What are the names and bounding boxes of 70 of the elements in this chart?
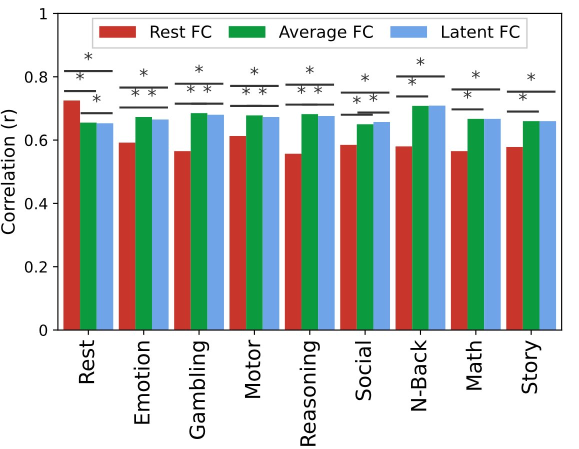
x-tick-label: Gambling — [188, 342, 210, 439]
bar — [246, 115, 263, 330]
legend-label: Rest FC — [150, 25, 212, 38]
bar — [135, 116, 152, 330]
annotation: * — [416, 57, 424, 66]
bar — [373, 122, 390, 330]
x-tick-label: Motor — [244, 340, 260, 398]
y-tick-label: 0.4 — [24, 198, 48, 210]
bar — [118, 142, 136, 330]
annotation: * — [242, 86, 250, 96]
annotation: * — [369, 93, 378, 102]
annotation: * — [297, 86, 306, 94]
bar — [207, 114, 224, 330]
annotation: * — [84, 52, 92, 60]
legend-label: Average FC — [278, 25, 373, 42]
annotation: * — [408, 77, 416, 86]
y-tick-label: 0.6 — [24, 134, 48, 146]
x-tick-label: Emotion — [134, 342, 150, 424]
annotation: * — [140, 68, 148, 77]
annotation: * — [464, 90, 472, 99]
x-tick-label: Reasoning — [300, 342, 320, 446]
bar — [174, 151, 191, 330]
y-tick-label: 0 — [39, 324, 48, 336]
annotation: * — [314, 86, 322, 94]
y-tick-label: 0.8 — [24, 71, 48, 83]
legend-label: Latent FC — [442, 25, 520, 38]
annotation: * — [518, 92, 527, 101]
x-tick-label: Story — [521, 340, 542, 394]
annotation: * — [92, 94, 101, 102]
annotation: * — [203, 84, 212, 93]
bar — [506, 147, 523, 330]
bar — [428, 106, 446, 330]
bar — [301, 114, 318, 330]
bar — [63, 100, 80, 330]
annotation: * — [186, 84, 195, 93]
bar — [412, 106, 429, 330]
bar — [484, 118, 501, 330]
y-axis-title: Correlation (r) — [0, 110, 17, 234]
bar — [539, 121, 556, 330]
x-tick-label: Math — [466, 342, 482, 390]
annotation: * — [361, 74, 370, 82]
x-tick-label: N-Back — [410, 340, 427, 411]
bar — [152, 120, 169, 330]
bar — [450, 151, 468, 330]
annotation: * — [148, 88, 156, 97]
bar — [340, 144, 357, 330]
y-tick-label: 1 — [40, 8, 47, 20]
annotation: * — [76, 72, 84, 80]
bar — [522, 121, 540, 330]
bar — [190, 113, 208, 330]
annotation: * — [472, 70, 480, 79]
bar — [318, 116, 335, 330]
bar — [96, 123, 114, 330]
bar — [80, 122, 97, 330]
annotation: * — [258, 86, 267, 96]
bar — [262, 116, 280, 330]
bar — [284, 154, 302, 330]
y-tick-label: 0.2 — [24, 261, 47, 273]
annotation: * — [352, 96, 361, 104]
annotation: * — [527, 72, 536, 81]
bar — [356, 124, 374, 330]
bar — [468, 118, 484, 330]
annotation: * — [250, 66, 258, 76]
bar — [396, 146, 412, 330]
annotation: * — [131, 88, 140, 97]
annotation: * — [306, 66, 314, 74]
annotation: * — [195, 64, 204, 73]
bar — [230, 136, 246, 330]
x-tick-label: Rest — [78, 340, 94, 384]
x-tick-label: Social — [355, 342, 372, 400]
